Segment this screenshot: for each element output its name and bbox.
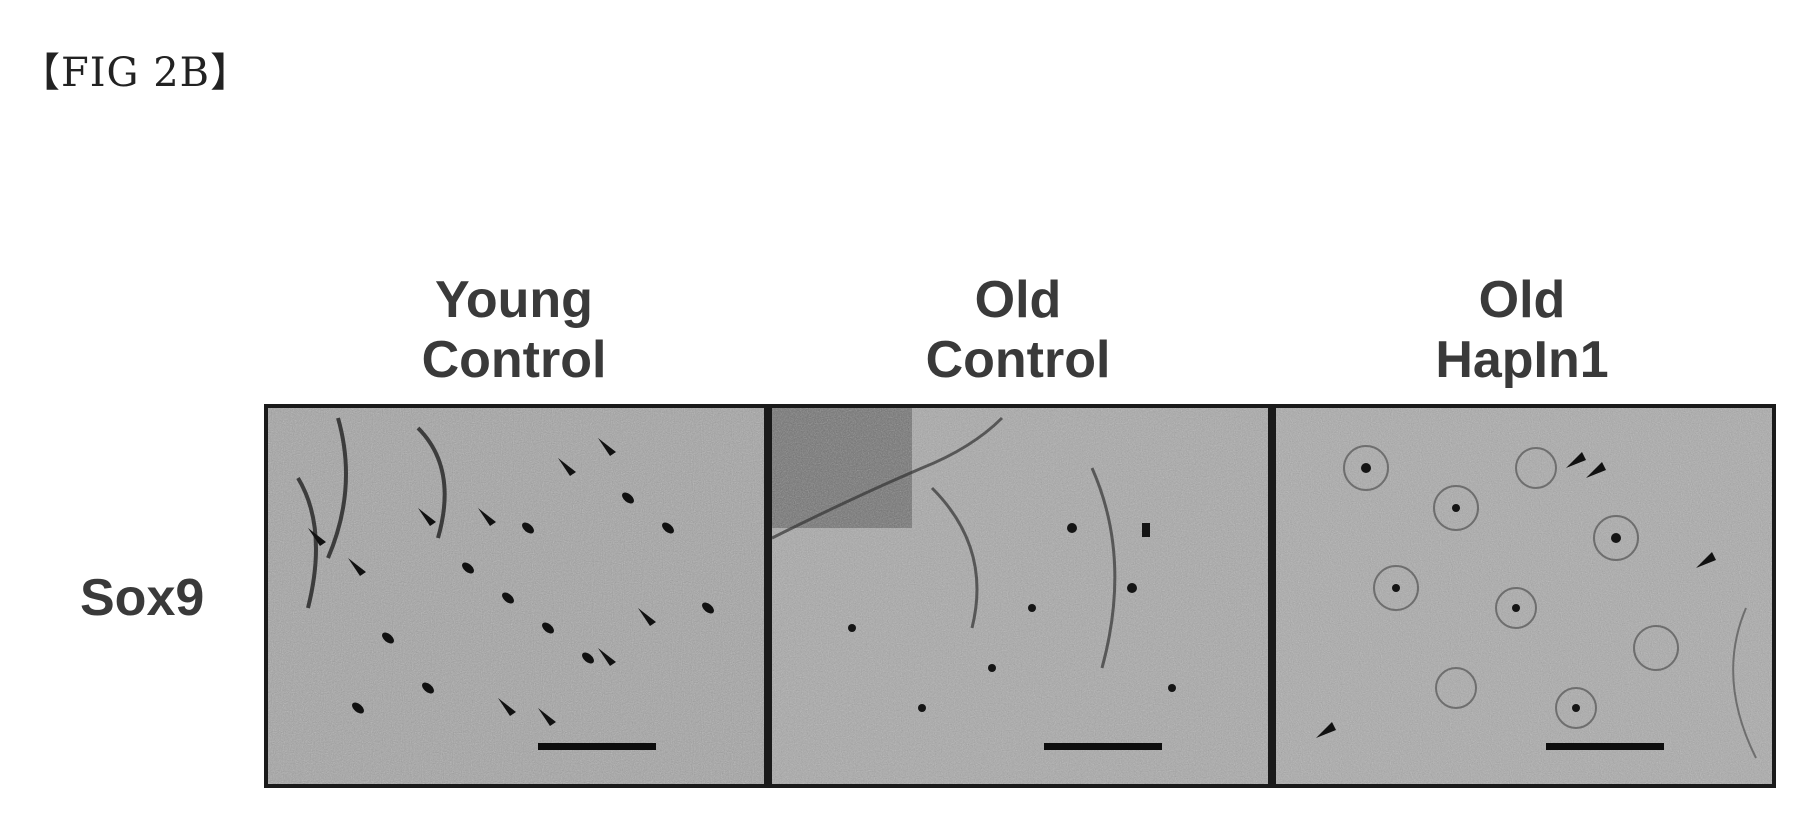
col-label-line1: Old (768, 270, 1268, 330)
scale-bar (1044, 743, 1162, 750)
row-label-sox9: Sox9 (80, 568, 204, 628)
tissue-texture-old-hapln1 (1276, 408, 1772, 784)
col-label-old-control: Old Control (768, 270, 1268, 390)
col-label-line2: Control (264, 330, 764, 390)
micrograph-old-control (768, 404, 1272, 788)
col-label-line2: HapIn1 (1272, 330, 1772, 390)
col-label-line1: Young (264, 270, 764, 330)
col-label-old-hapln1: Old HapIn1 (1272, 270, 1772, 390)
tissue-texture-young (268, 408, 764, 784)
col-label-line2: Control (768, 330, 1268, 390)
micrograph-young-control (264, 404, 768, 788)
micrograph-old-hapln1 (1272, 404, 1776, 788)
tissue-texture-old-control (772, 408, 1268, 784)
col-label-young-control: Young Control (264, 270, 764, 390)
figure-title: 【FIG 2B】 (20, 40, 251, 98)
scale-bar (538, 743, 656, 750)
scale-bar (1546, 743, 1664, 750)
col-label-line1: Old (1272, 270, 1772, 330)
